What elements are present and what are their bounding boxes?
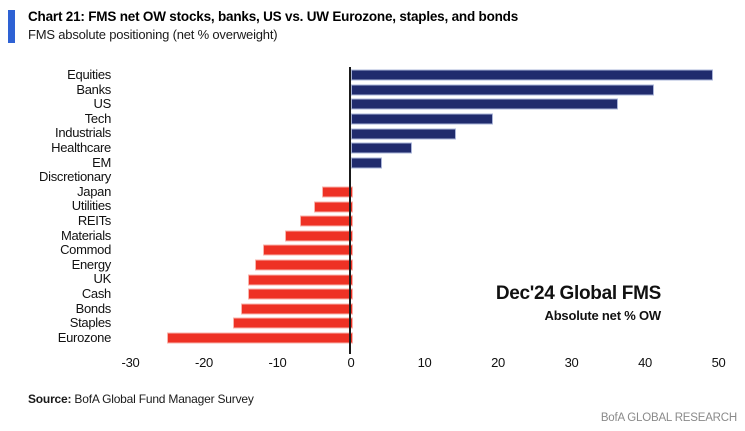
bar-row-banks: Banks	[0, 81, 745, 98]
bar-row-materials: Materials	[0, 227, 745, 244]
bar-banks	[351, 84, 655, 96]
title-accent-bar	[8, 10, 15, 43]
bar-area	[117, 331, 745, 346]
category-label-equities: Equities	[67, 67, 111, 82]
bar-row-em: EM	[0, 154, 745, 171]
bar-row-japan: Japan	[0, 183, 745, 200]
category-label-em: EM	[92, 154, 111, 170]
bar-row-commod: Commod	[0, 243, 745, 258]
bar-row-cash: Cash	[0, 285, 745, 302]
bar-eurozone	[167, 332, 353, 344]
bar-row-industrials: Industrials	[0, 126, 745, 141]
annotation-measure: Absolute net % OW	[544, 308, 662, 323]
x-tick-40: 40	[638, 355, 652, 370]
category-label-energy: Energy	[71, 256, 112, 272]
bar-area	[117, 199, 745, 214]
x-tick-30: 30	[564, 355, 579, 370]
bar-area	[117, 97, 745, 112]
category-label-utilities: Utilities	[71, 198, 112, 214]
bar-area	[117, 156, 745, 171]
bar-area	[117, 112, 745, 127]
bar-commod	[262, 244, 353, 256]
bar-row-staples: Staples	[0, 315, 745, 331]
bar-row-energy: Energy	[0, 256, 745, 273]
bar-materials	[284, 230, 353, 242]
bar-row-tech: Tech	[0, 110, 745, 127]
category-label-tech: Tech	[84, 110, 112, 126]
bar-row-discretionary: Discretionary	[0, 170, 745, 185]
bar-utilities	[314, 201, 353, 213]
bar-area	[117, 229, 745, 244]
category-label-reits: REITs	[77, 212, 111, 228]
source-label: Source:	[28, 392, 72, 406]
bar-area	[117, 243, 745, 258]
bar-area	[117, 258, 745, 273]
bar-area	[117, 141, 745, 156]
bar-reits	[299, 215, 353, 227]
source-text: BofA Global Fund Manager Survey	[71, 392, 254, 406]
category-label-us: US	[93, 96, 112, 112]
bar-row-utilities: Utilities	[0, 199, 745, 214]
source-line: Source: BofA Global Fund Manager Survey	[28, 392, 254, 406]
chart-subtitle: FMS absolute positioning (net % overweig…	[28, 27, 278, 42]
x-axis-ticks: -30 -20 -10 0 10 20 30 40 50	[0, 355, 745, 371]
chart-title: Chart 21: FMS net OW stocks, banks, US v…	[28, 9, 519, 24]
bar-area	[117, 170, 745, 185]
bar-row-reits: REITs	[0, 212, 745, 229]
chart-annotation: Dec'24 Global FMS Absolute net % OW	[351, 283, 661, 323]
bar-row-uk: UK	[0, 272, 745, 287]
bar-uk	[248, 274, 353, 286]
bar-cash	[248, 288, 353, 300]
category-label-discretionary: Discretionary	[39, 169, 111, 185]
bar-energy	[255, 259, 353, 271]
bar-tech	[351, 113, 493, 125]
brand-line: BofA GLOBAL RESEARCH	[600, 412, 737, 424]
bar-area	[117, 185, 745, 200]
bar-area	[117, 83, 745, 98]
x-tick--20: -20	[195, 355, 213, 370]
plot-rows: Equities Banks US Tech Industrials Healthcare…	[0, 67, 745, 346]
bar-area	[117, 302, 745, 317]
bar-equities	[351, 69, 714, 81]
category-label-commod: Commod	[60, 242, 111, 258]
bar-row-us: US	[0, 97, 745, 112]
x-tick-0: 0	[347, 355, 355, 370]
bar-area	[117, 287, 745, 302]
category-label-japan: Japan	[77, 183, 111, 199]
category-label-banks: Banks	[76, 81, 111, 97]
bar-area	[117, 316, 745, 331]
category-label-bonds: Bonds	[75, 300, 112, 316]
bar-area	[117, 214, 745, 229]
bar-area	[117, 272, 745, 287]
category-label-staples: Staples	[69, 315, 112, 331]
bar-japan	[321, 186, 353, 198]
x-tick--10: -10	[268, 355, 287, 370]
bar-bonds	[240, 303, 353, 315]
bar-industrials	[351, 128, 456, 140]
category-label-healthcare: Healthcare	[51, 139, 111, 155]
x-tick--30: -30	[121, 355, 140, 370]
bar-area	[117, 126, 745, 141]
bar-row-bonds: Bonds	[0, 300, 745, 317]
bar-staples	[233, 317, 353, 329]
bar-row-equities: Equities	[0, 67, 745, 83]
bar-row-healthcare: Healthcare	[0, 139, 745, 156]
bar-em	[351, 157, 383, 169]
category-label-materials: Materials	[60, 227, 111, 243]
annotation-survey-name: Dec'24 Global FMS	[495, 283, 661, 304]
bar-healthcare	[351, 142, 412, 154]
bar-us	[351, 98, 618, 110]
x-tick-50: 50	[711, 355, 726, 370]
bar-row-eurozone: Eurozone	[0, 329, 745, 346]
bar-area	[117, 68, 745, 83]
x-tick-10: 10	[417, 355, 432, 370]
category-label-cash: Cash	[81, 285, 111, 301]
category-label-industrials: Industrials	[55, 125, 111, 141]
zero-axis-line	[349, 67, 351, 354]
category-label-uk: UK	[93, 271, 112, 287]
x-tick-20: 20	[491, 355, 505, 370]
category-label-eurozone: Eurozone	[57, 329, 112, 345]
